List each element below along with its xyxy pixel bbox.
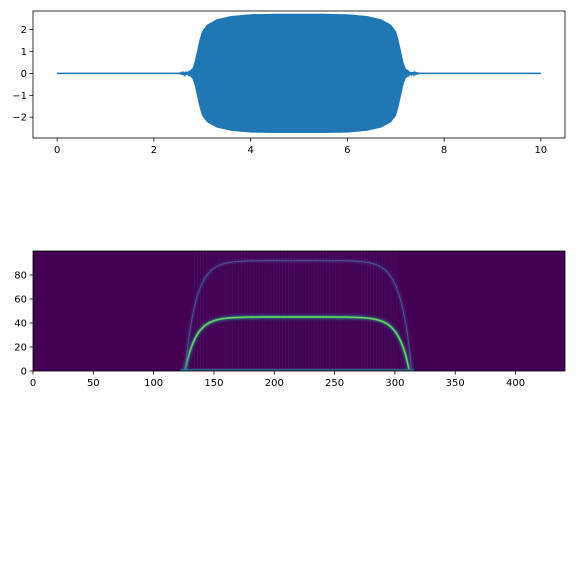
- x-tick-label: 8: [441, 145, 447, 156]
- line-chart-y-ticks: 2 1 0 −1 −2: [12, 25, 33, 124]
- x-tick-label: 200: [265, 378, 284, 389]
- line-chart-x-ticks: 0 2 4 6 8 10: [54, 138, 547, 156]
- x-tick-label: 10: [534, 145, 547, 156]
- x-tick-label: 2: [151, 145, 157, 156]
- x-tick-label: 250: [325, 378, 344, 389]
- y-tick-label: −2: [12, 113, 27, 124]
- heatmap-plot-area: [33, 251, 565, 371]
- x-tick-label: 150: [204, 378, 223, 389]
- heatmap-x-ticks: 0 50 100 150 200 250 300 350 400: [30, 371, 525, 389]
- x-tick-label: 100: [144, 378, 163, 389]
- heatmap-y-ticks: 80 60 40 20 0: [14, 271, 33, 378]
- signal-envelope: [57, 13, 541, 134]
- y-tick-label: 0: [21, 69, 27, 80]
- y-tick-label: 80: [14, 271, 27, 282]
- y-tick-label: 20: [14, 343, 27, 354]
- heatmap-background: [33, 251, 565, 371]
- y-tick-label: 60: [14, 295, 27, 306]
- heatmap-harmonic-core: [184, 260, 413, 371]
- y-tick-label: 1: [21, 47, 27, 58]
- heatmap-fundamental-core: [184, 316, 410, 371]
- line-chart-frame: [32, 10, 566, 139]
- y-tick-label: 0: [21, 367, 27, 378]
- x-tick-label: 50: [87, 378, 100, 389]
- y-tick-label: 40: [14, 319, 27, 330]
- x-tick-label: 4: [247, 145, 253, 156]
- y-tick-label: −1: [12, 91, 27, 102]
- x-tick-label: 6: [344, 145, 350, 156]
- x-tick-label: 300: [385, 378, 404, 389]
- y-tick-label: 2: [21, 25, 27, 36]
- x-tick-label: 350: [446, 378, 465, 389]
- x-tick-label: 0: [54, 145, 60, 156]
- heatmap-frame: [32, 250, 566, 372]
- x-tick-label: 400: [506, 378, 525, 389]
- line-plot-area: [57, 13, 541, 134]
- line-chart: 0 2 4 6 8 10 210−1−2: [12, 10, 566, 156]
- x-tick-label: 0: [30, 378, 36, 389]
